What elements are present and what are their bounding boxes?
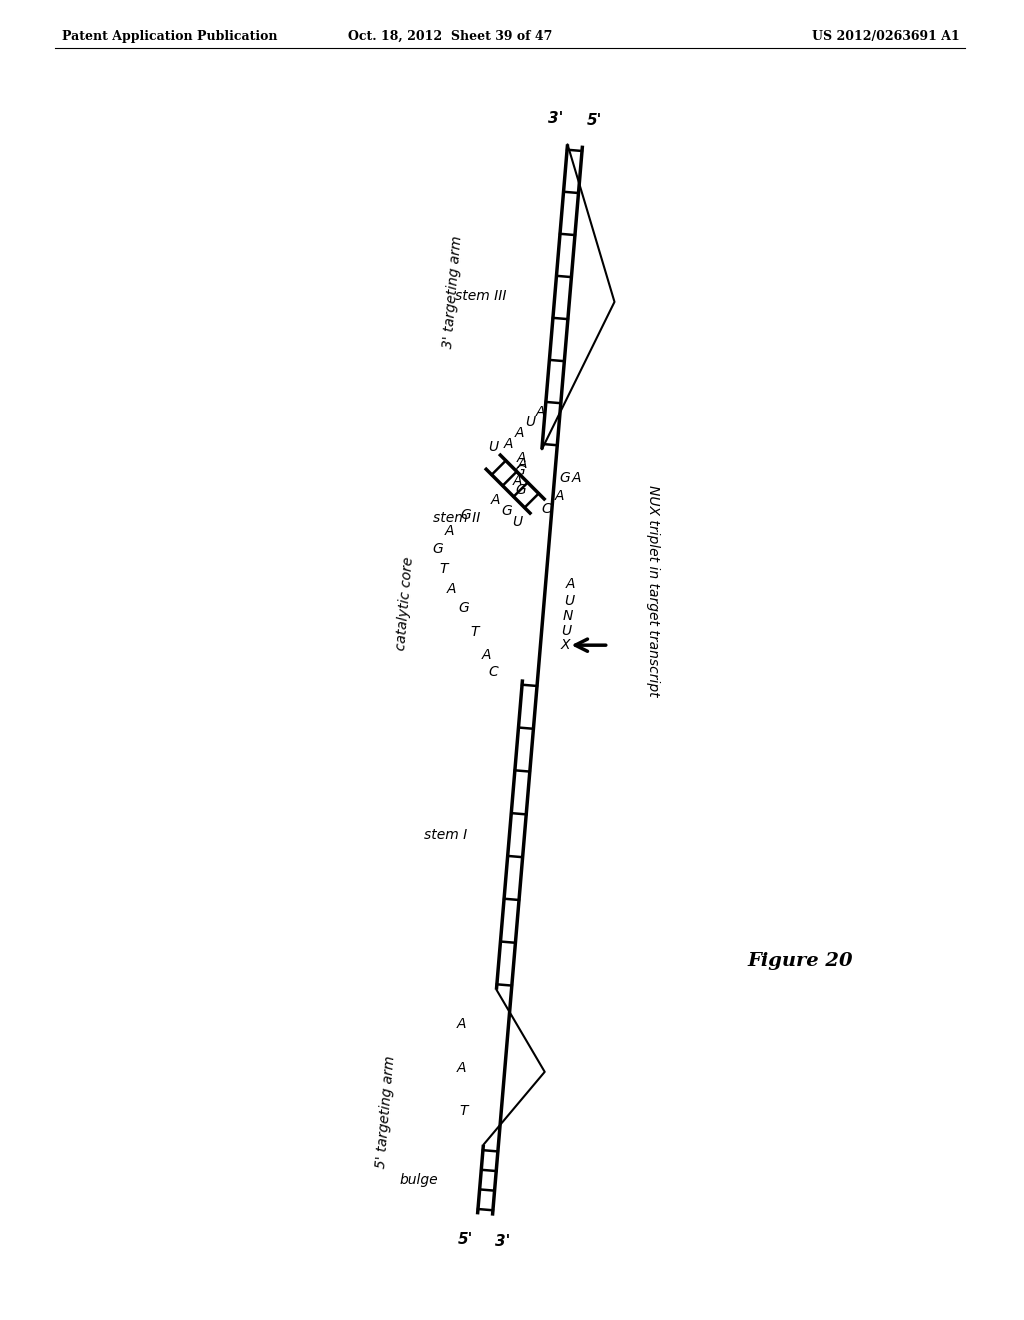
- Text: T: T: [460, 1104, 468, 1118]
- Text: A: A: [457, 1018, 466, 1031]
- Text: A: A: [445, 524, 455, 539]
- Text: stem II: stem II: [433, 511, 481, 525]
- Text: N: N: [563, 610, 573, 623]
- Text: G: G: [560, 471, 570, 484]
- Text: A: A: [554, 488, 564, 503]
- Text: catalytic core: catalytic core: [394, 556, 416, 651]
- Text: A: A: [481, 648, 492, 661]
- Text: 5' targeting arm: 5' targeting arm: [374, 1055, 397, 1170]
- Text: 3': 3': [495, 1234, 510, 1249]
- Text: T: T: [439, 562, 447, 577]
- Text: A: A: [457, 1060, 467, 1074]
- Text: A: A: [504, 437, 514, 450]
- Text: C: C: [488, 664, 498, 678]
- Text: US 2012/0263691 A1: US 2012/0263691 A1: [812, 30, 961, 44]
- Text: 3': 3': [548, 111, 563, 127]
- Text: 3' targeting arm: 3' targeting arm: [441, 235, 465, 348]
- Text: 5': 5': [458, 1233, 473, 1247]
- Text: A: A: [571, 471, 582, 486]
- Text: 5': 5': [587, 112, 602, 128]
- Text: Figure 20: Figure 20: [748, 952, 853, 970]
- Text: A: A: [516, 451, 526, 465]
- Text: A: A: [518, 457, 527, 471]
- Text: stem I: stem I: [424, 828, 468, 842]
- Text: G: G: [458, 601, 469, 615]
- Text: U: U: [561, 624, 571, 639]
- Text: A: A: [536, 405, 546, 418]
- Text: G: G: [461, 508, 471, 523]
- Text: Oct. 18, 2012  Sheet 39 of 47: Oct. 18, 2012 Sheet 39 of 47: [348, 30, 552, 44]
- Text: C: C: [542, 502, 551, 516]
- Text: stem III: stem III: [456, 289, 507, 304]
- Text: T: T: [470, 626, 478, 639]
- Text: G: G: [515, 463, 525, 478]
- Text: G: G: [433, 543, 443, 557]
- Text: A: A: [515, 426, 524, 440]
- Text: bulge: bulge: [399, 1173, 438, 1187]
- Text: U: U: [525, 416, 536, 429]
- Text: Patent Application Publication: Patent Application Publication: [62, 30, 278, 44]
- Text: X: X: [561, 639, 570, 652]
- Text: G: G: [501, 503, 512, 517]
- Text: U: U: [564, 594, 574, 609]
- Text: A: A: [512, 474, 522, 488]
- Text: A: A: [566, 577, 575, 591]
- Text: A: A: [490, 492, 500, 507]
- Text: U: U: [512, 515, 522, 528]
- Text: U: U: [488, 440, 499, 454]
- Text: A: A: [447, 582, 457, 597]
- Text: G: G: [516, 483, 526, 498]
- Text: NUX triplet in target transcript: NUX triplet in target transcript: [646, 486, 660, 697]
